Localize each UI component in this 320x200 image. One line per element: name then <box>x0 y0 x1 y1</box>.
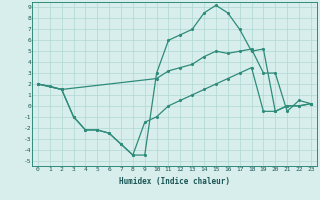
X-axis label: Humidex (Indice chaleur): Humidex (Indice chaleur) <box>119 177 230 186</box>
